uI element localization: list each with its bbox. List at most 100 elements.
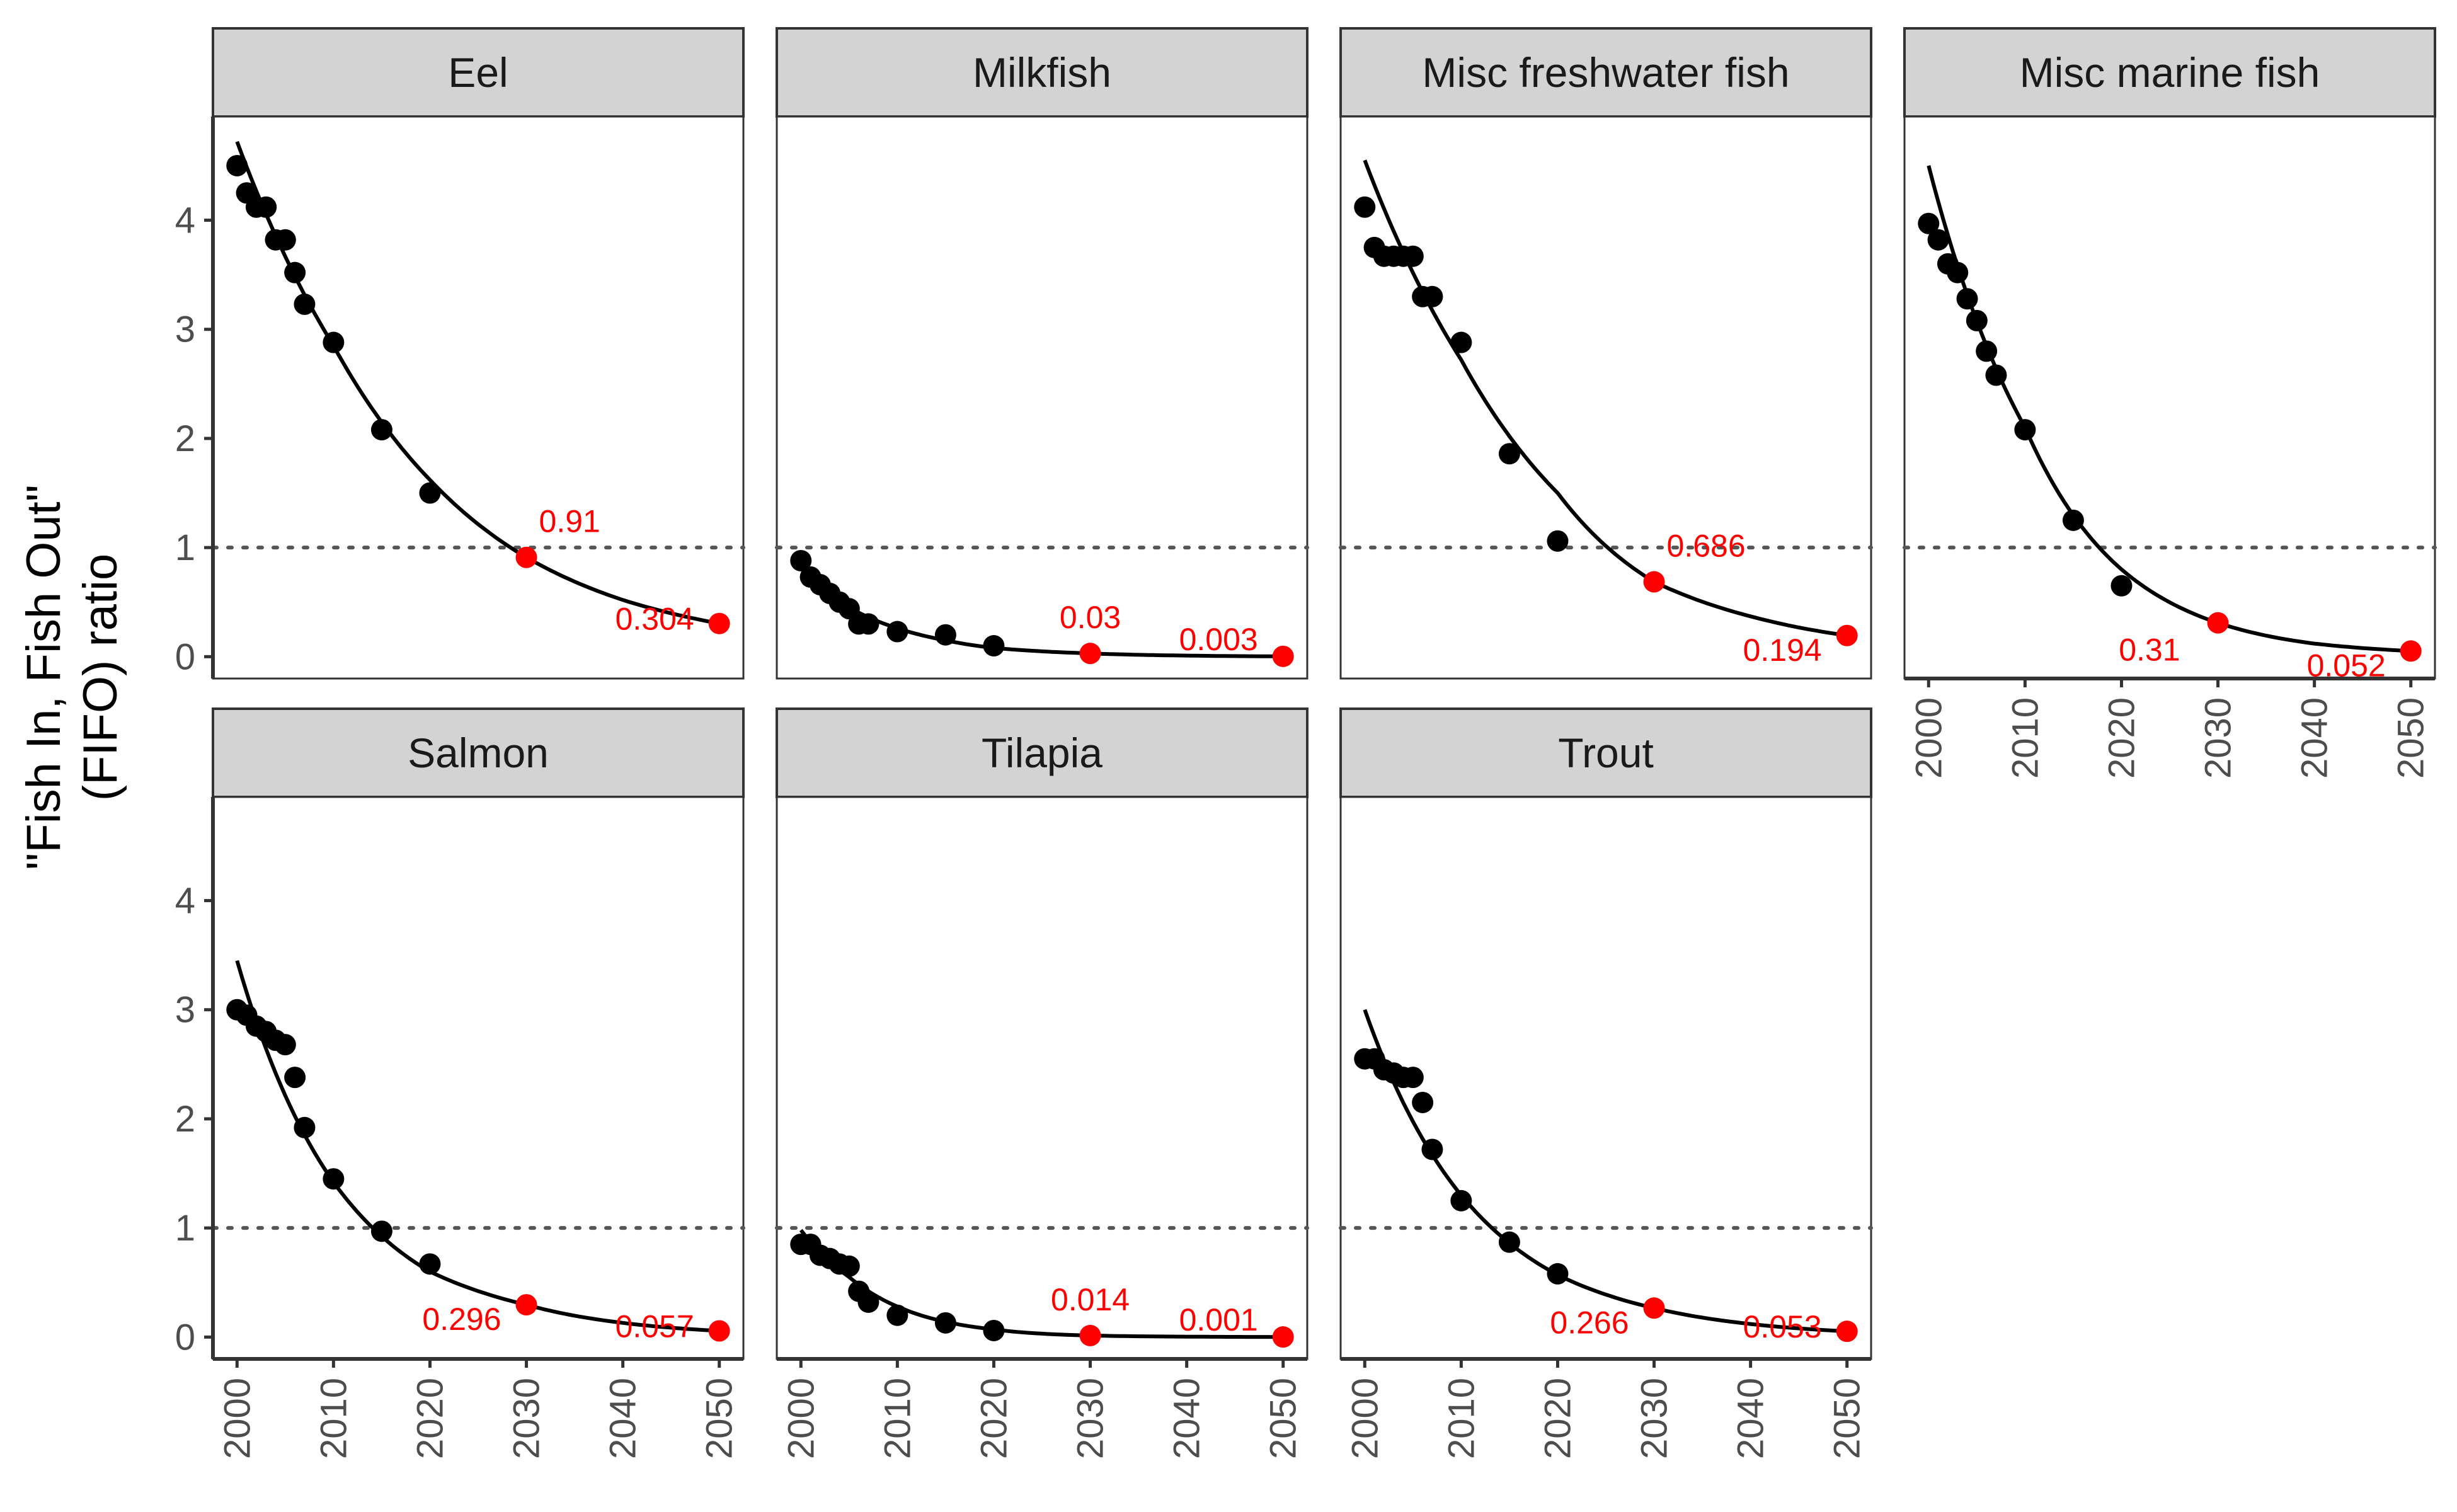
facet-panel: Misc freshwater fish 0.686 0.194 [1339,27,1873,680]
observed-point [226,154,248,176]
observed-point [886,1304,908,1326]
x-tick-label: 2030 [1070,1378,1111,1459]
observed-point [1402,245,1424,267]
observed-point [1412,1091,1434,1113]
observed-point [2110,575,2133,597]
x-tick-label: 2030 [2198,697,2239,779]
projected-label: 0.194 [1743,633,1822,668]
facet-panels: Eel 0.91 0.304 0 1 2 3 4 Milkfish 0.03 0.003 Misc f… [175,27,2437,1459]
observed-point [838,598,860,620]
observed-point [1421,285,1443,307]
observed-point [886,621,908,643]
observed-point [1927,229,1949,251]
y-tick-label: 3 [175,309,195,350]
fit-curve [1363,1009,1847,1334]
observed-point [1450,1189,1472,1211]
fit-curve [799,1228,1283,1339]
observed-point [1421,1138,1443,1160]
observed-point [284,1067,306,1089]
facet-strip [212,707,745,798]
observed-point [419,482,441,504]
y-tick-label: 3 [175,990,195,1031]
observed-point [1498,1231,1520,1253]
projected-point [708,1320,730,1342]
panel-background [776,796,1309,1360]
facet-strip [1339,707,1872,798]
observed-point [790,549,812,571]
facet-strip [776,27,1309,118]
x-tick-label: 2050 [699,1378,740,1459]
observed-point [1547,530,1569,552]
observed-point [1966,309,1988,331]
x-tick-label: 2010 [2005,697,2046,779]
fit-curve [1927,165,2411,653]
projected-point [1836,624,1858,646]
facet-panel: Trout 0.266 0.053 2000 2010 2020 2030 2040 2050 [1339,707,1873,1459]
observed-point [294,293,316,315]
x-tick-label: 2020 [2101,697,2142,779]
y-tick-label: 1 [175,527,195,568]
x-tick-label: 2020 [973,1378,1014,1459]
observed-point [255,196,277,218]
facet-strip [776,707,1309,798]
facet-strip-label: Trout [1558,730,1654,776]
projected-label: 0.31 [2119,633,2180,668]
x-tick-label: 2050 [1827,1378,1868,1459]
observed-point [274,229,296,251]
x-tick-label: 2010 [1441,1378,1482,1459]
observed-point [1918,212,1940,234]
y-axis-title: "Fish In, Fish Out" (FIFO) ratio [17,484,127,869]
y-tick-label: 2 [175,418,195,459]
projected-point [708,612,730,634]
panel-background [212,115,745,680]
observed-point [934,1312,956,1334]
y-tick-label: 4 [175,200,195,241]
projected-point [1079,1324,1101,1346]
facet-strip-label: Salmon [408,730,549,776]
observed-point [2014,419,2036,441]
facet-strip-label: Misc freshwater fish [1422,49,1789,96]
projected-label: 0.03 [1060,600,1121,635]
x-tick-label: 2010 [877,1378,918,1459]
observed-point [1498,443,1520,465]
projected-point [1836,1320,1858,1343]
observed-point [1402,1067,1424,1089]
x-tick-label: 2030 [1634,1378,1675,1459]
panel-background [1339,796,1872,1360]
observed-point [838,1255,860,1277]
projected-label: 0.266 [1550,1305,1629,1340]
facet-panel: Tilapia 0.014 0.001 2000 2010 2020 2030 2040 205… [775,707,1309,1459]
x-tick-label: 2000 [781,1378,822,1459]
projected-label: 0.304 [616,602,694,637]
x-tick-label: 2040 [1731,1378,1772,1459]
projected-label: 0.001 [1179,1302,1258,1337]
observed-point [370,1220,392,1242]
observed-point [1985,364,2007,386]
panel-background [1339,115,1872,680]
panel-background [1903,115,2436,680]
observed-point [370,419,392,441]
panel-background [776,115,1309,680]
observed-point [419,1253,441,1275]
observed-point [284,261,306,284]
facet-strip [1903,27,2436,118]
facet-panel: Milkfish 0.03 0.003 [775,27,1309,680]
observed-point [294,1116,316,1138]
x-tick-label: 2020 [1537,1378,1578,1459]
x-tick-label: 2050 [1263,1378,1304,1459]
facet-strip-label: Tilapia [982,730,1102,776]
x-tick-label: 2000 [1908,697,1949,779]
projected-point [1079,643,1101,665]
projected-label: 0.296 [422,1302,501,1337]
observed-point [1956,288,1978,310]
projected-label: 0.686 [1667,529,1746,564]
facet-strip-label: Milkfish [973,49,1111,96]
facet-panel: Salmon 0.296 0.057 0 1 2 3 4 2000 2010 2020 2030 204… [175,707,745,1459]
y-axis-title-line2: (FIFO) ratio [74,554,127,801]
x-tick-label: 2040 [603,1378,644,1459]
projected-point [2207,612,2229,634]
projected-point [1272,1326,1294,1348]
y-axis-title-line1: "Fish In, Fish Out" [17,484,71,869]
y-tick-label: 0 [175,636,195,677]
projected-label: 0.057 [616,1309,694,1344]
